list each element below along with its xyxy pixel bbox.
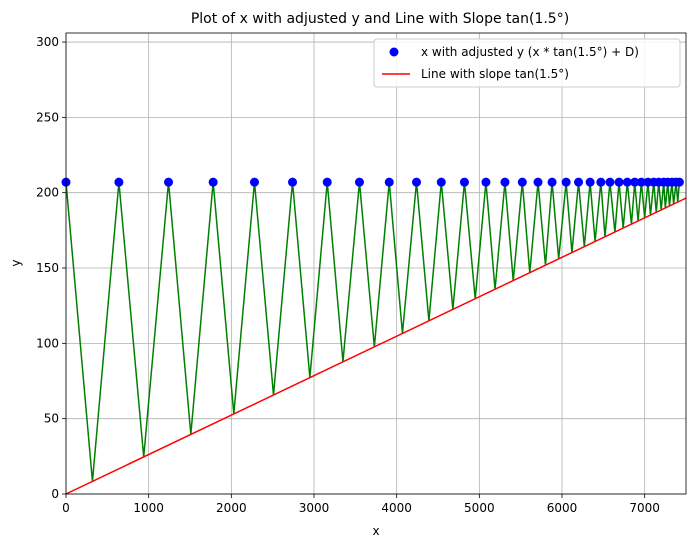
x-tick-label: 4000 bbox=[381, 501, 412, 515]
scatter-point bbox=[517, 177, 527, 187]
x-tick-label: 7000 bbox=[629, 501, 660, 515]
scatter-point bbox=[164, 177, 174, 187]
scatter-point bbox=[636, 177, 646, 187]
scatter-point bbox=[674, 177, 684, 187]
x-tick-label: 2000 bbox=[216, 501, 247, 515]
scatter-point bbox=[384, 177, 394, 187]
legend: x with adjusted y (x * tan(1.5°) + D) Li… bbox=[373, 38, 681, 88]
legend-scatter-label: x with adjusted y (x * tan(1.5°) + D) bbox=[421, 45, 639, 59]
scatter-point bbox=[533, 177, 543, 187]
scatter-point bbox=[288, 177, 298, 187]
y-tick-label: 300 bbox=[36, 35, 59, 49]
y-tick-label: 200 bbox=[36, 186, 59, 200]
scatter-point bbox=[574, 177, 584, 187]
plot-area bbox=[61, 177, 687, 495]
y-axis-label: y bbox=[9, 259, 23, 266]
scatter-points bbox=[61, 177, 684, 187]
y-tick-label: 0 bbox=[51, 487, 59, 501]
legend-scatter-marker bbox=[389, 47, 399, 57]
scatter-point bbox=[561, 177, 571, 187]
x-tick-label: 6000 bbox=[547, 501, 578, 515]
x-tick-label: 5000 bbox=[464, 501, 495, 515]
y-axis-ticks: 0 50 100 150 200 250 300 bbox=[36, 35, 66, 501]
y-tick-label: 150 bbox=[36, 261, 59, 275]
scatter-point bbox=[114, 177, 124, 187]
scatter-point bbox=[208, 177, 218, 187]
plot-frame bbox=[65, 32, 687, 495]
scatter-point bbox=[596, 177, 606, 187]
legend-line-label: Line with slope tan(1.5°) bbox=[421, 67, 569, 81]
scatter-point bbox=[585, 177, 595, 187]
scatter-point bbox=[412, 177, 422, 187]
scatter-point bbox=[322, 177, 332, 187]
x-tick-label: 3000 bbox=[299, 501, 330, 515]
scatter-point bbox=[249, 177, 259, 187]
scatter-point bbox=[354, 177, 364, 187]
scatter-point bbox=[630, 177, 640, 187]
scatter-point bbox=[605, 177, 615, 187]
y-tick-label: 100 bbox=[36, 336, 59, 350]
slope-line bbox=[65, 197, 687, 495]
x-axis-ticks: 0 1000 2000 3000 4000 5000 6000 7000 bbox=[62, 494, 660, 515]
scatter-point bbox=[500, 177, 510, 187]
x-tick-label: 0 bbox=[62, 501, 70, 515]
scatter-point bbox=[481, 177, 491, 187]
x-axis-label: x bbox=[372, 524, 379, 538]
scatter-point bbox=[622, 177, 632, 187]
scatter-point bbox=[436, 177, 446, 187]
scatter-point bbox=[614, 177, 624, 187]
y-tick-label: 250 bbox=[36, 110, 59, 124]
chart-title: Plot of x with adjusted y and Line with … bbox=[191, 11, 569, 27]
scatter-point bbox=[459, 177, 469, 187]
y-tick-label: 50 bbox=[44, 412, 59, 426]
x-tick-label: 1000 bbox=[133, 501, 164, 515]
scatter-point bbox=[547, 177, 557, 187]
legend-box bbox=[373, 38, 681, 88]
